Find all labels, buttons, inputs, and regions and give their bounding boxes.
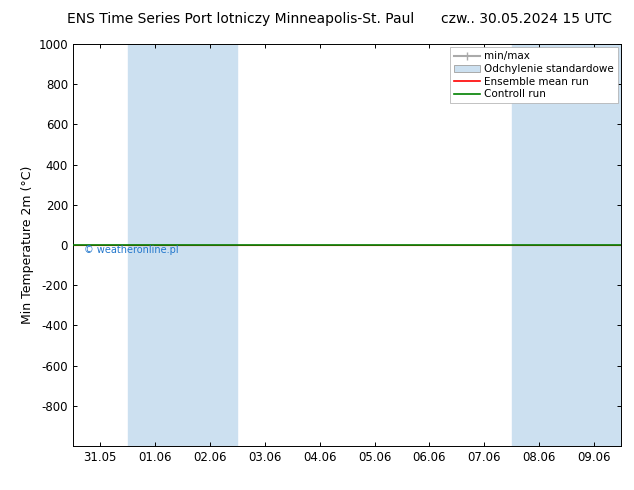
Y-axis label: Min Temperature 2m (°C): Min Temperature 2m (°C) — [22, 166, 34, 324]
Text: © weatheronline.pl: © weatheronline.pl — [84, 245, 179, 255]
Text: ENS Time Series Port lotniczy Minneapolis-St. Paul: ENS Time Series Port lotniczy Minneapoli… — [67, 12, 415, 26]
Bar — [128, 44, 237, 446]
Text: czw.. 30.05.2024 15 UTC: czw.. 30.05.2024 15 UTC — [441, 12, 612, 26]
Legend: min/max, Odchylenie standardowe, Ensemble mean run, Controll run: min/max, Odchylenie standardowe, Ensembl… — [450, 47, 618, 103]
Bar — [512, 44, 621, 446]
